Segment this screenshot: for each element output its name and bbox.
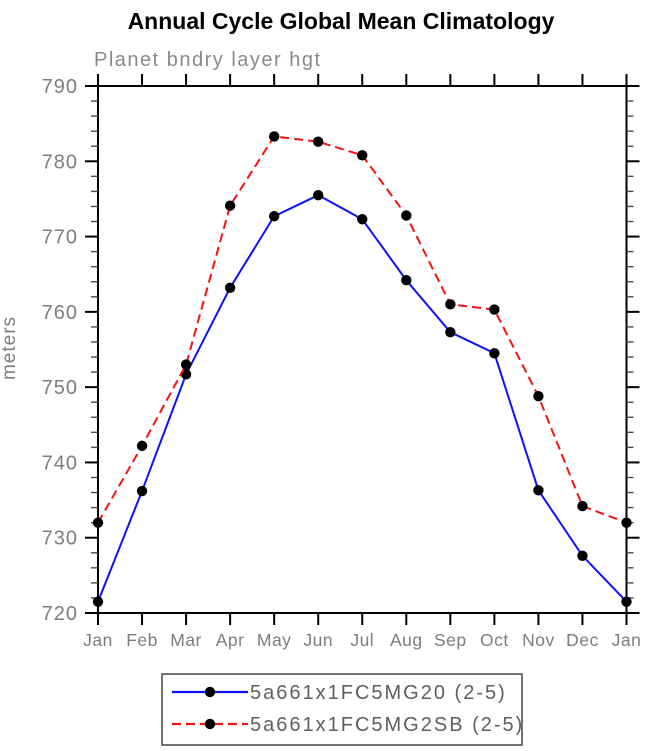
y-tick-label: 760 [42,302,78,324]
data-point [268,211,280,222]
plot-frame [97,85,628,614]
data-point [401,275,412,286]
y-tick-label: 740 [42,452,78,474]
x-tick-label: Jan [83,630,113,650]
chart-subtitle: Planet bndry layer hgt [94,49,322,71]
x-tick-label: May [257,630,292,650]
data-point [136,440,148,452]
data-point [621,596,632,607]
series-line-0 [97,194,628,603]
x-tick-label: Nov [522,630,555,650]
data-point [180,359,192,370]
data-point [621,517,632,528]
data-point [577,550,588,561]
series-lines [92,131,632,607]
data-point [489,304,500,315]
y-tick-label: 770 [42,227,78,249]
data-point [489,348,500,359]
axes: 720 730 740 750 760 770 780 790 Jan Feb Mar Apr May J… [42,74,642,650]
legend-marker-1 [204,718,216,730]
data-point [533,485,544,496]
x-tick-label: Jun [303,630,333,650]
data-point [313,189,324,201]
y-tick-label: 780 [42,151,78,173]
y-axis-label: meters [0,316,20,380]
data-point [180,369,192,380]
data-point [224,282,236,293]
y-tick-label: 730 [42,528,78,550]
data-point [92,517,104,528]
data-point [445,299,456,310]
x-tick-label: Oct [480,630,509,650]
data-point [136,485,148,497]
legend: 5a661x1FC5MG20 (2-5) 5a661x1FC5MG2SB (2-5… [161,673,524,746]
legend-label-0: 5a661x1FC5MG20 (2-5) [250,682,507,704]
x-tick-label: Apr [216,630,245,650]
series-line-1 [97,135,627,524]
legend-box [161,673,523,746]
legend-marker-0 [204,686,216,698]
x-tick-label: Aug [390,630,423,650]
x-tick-label: Dec [566,630,599,650]
data-point [401,210,412,221]
legend-label-1: 5a661x1FC5MG2SB (2-5) [250,714,524,736]
data-point [577,500,588,512]
chart-title: Annual Cycle Global Mean Climatology [128,8,555,34]
data-point [92,596,104,607]
data-point [533,390,544,402]
x-tick-label: Mar [170,630,202,650]
data-point [357,150,368,161]
x-tick-label: Jul [350,630,374,650]
y-tick-label: 720 [42,603,78,625]
data-point [224,200,236,211]
x-tick-label: Jan [612,630,642,650]
y-tick-label: 750 [42,377,78,399]
data-point [268,131,280,142]
data-point [445,326,456,338]
data-point [357,214,368,225]
x-tick-label: Sep [434,630,467,650]
y-tick-label: 790 [42,76,78,98]
data-point [313,136,324,147]
x-tick-label: Feb [126,630,158,650]
